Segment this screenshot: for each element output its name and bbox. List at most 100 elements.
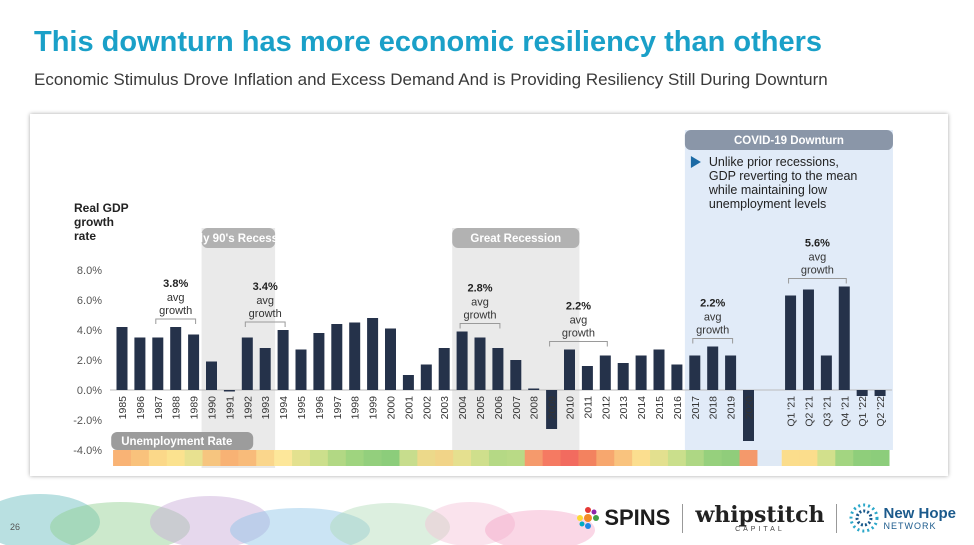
x-tick-label: 2009 [547,396,559,420]
gdp-bar [635,355,647,390]
unemployment-cell [596,450,615,466]
spins-logo-text: SPINS [604,505,671,530]
annotation-value: 2.2% [700,298,725,310]
x-tick-label: 1995 [296,396,308,420]
unemployment-cell [506,450,526,466]
annotation-text: avg [570,315,588,327]
unemployment-cell [238,450,257,466]
annotation-value: 3.4% [253,281,278,293]
gdp-bar [599,355,611,390]
x-tick-label: 2014 [636,396,648,420]
gdp-bar [188,334,200,390]
shaded-period-header [452,228,580,248]
gdp-bar [438,348,450,390]
page-subtitle: Economic Stimulus Drove Inflation and Ex… [34,70,828,89]
unemployment-cell [542,450,562,466]
y-tick-label: 4.0% [77,325,102,337]
y-tick-label: -2.0% [73,415,102,427]
logo-bar: SPINS whipstitch CAPITAL New Hope NETWOR… [576,500,956,536]
annotation-bracket [788,278,847,284]
gdp-bar [838,286,850,390]
unemployment-cell [363,450,383,466]
x-tick-label: Q2 '22 [875,396,887,427]
gdp-bar [223,390,235,392]
gdp-bar [295,349,307,390]
unemployment-cell [488,450,508,466]
annotation-bracket [549,341,608,347]
x-tick-label: Q1 '22 [857,396,869,427]
unemployment-cell [871,450,890,466]
x-tick-label: 2012 [600,396,612,420]
annotation-text: avg [167,292,185,304]
x-tick-label: 1986 [135,396,147,420]
note-arrow-icon [690,156,701,168]
gdp-bar [874,390,886,396]
covid-note-line: unemployment levels [709,197,826,211]
shaded-period [452,228,580,450]
gdp-bar [785,295,797,390]
newhope-logo: New Hope NETWORK [849,503,956,533]
x-tick-label: Q4 '21 [839,396,851,427]
x-tick-label: 2004 [457,396,469,420]
x-tick-label: 2013 [618,396,630,420]
annotation-text: growth [801,265,834,277]
unemployment-cell [524,450,544,466]
unemployment-cell [667,450,687,466]
unemployment-cell [220,450,239,466]
gdp-bar [420,364,432,390]
annotation-text: avg [704,312,722,324]
shaded-period-label: Great Recession [470,233,561,245]
gdp-bar [707,346,719,390]
x-tick-label: 1992 [242,396,254,420]
unemployment-cell [853,450,872,466]
unemployment-cell [166,450,186,466]
gdp-bar [385,328,396,390]
unemployment-label: Unemployment Rate [121,436,232,448]
unemployment-cell [781,450,801,466]
unemployment-cell [739,450,758,466]
covid-note-line: GDP reverting to the mean [709,169,858,183]
gdp-bar [116,327,128,390]
y-tick-label: -4.0% [73,445,102,457]
x-tick-label: 2003 [439,396,451,420]
shaded-period-header [201,228,276,248]
annotation-value: 3.8% [163,278,188,290]
covid-note-line: Unlike prior recessions, [709,155,839,169]
gdp-bar [820,355,832,390]
gdp-bar [349,322,361,390]
unemployment-cell [381,450,400,466]
x-tick-label: 1987 [153,396,165,420]
unemployment-cell [256,450,275,466]
x-tick-label: 2017 [690,396,702,420]
y-tick-label: 0.0% [77,385,102,397]
x-tick-label: 2020 [744,396,756,420]
whipstitch-logo: whipstitch CAPITAL [682,501,838,533]
unemployment-cell [560,450,579,466]
unemployment-cell [614,450,633,466]
gdp-bar [546,390,558,429]
whipstitch-logo-text: whipstitch [695,501,825,528]
y-axis-label: Real GDP [74,201,129,215]
gdp-bar [152,337,164,390]
y-axis-label: rate [74,229,96,243]
gdp-bar [617,363,629,390]
unemployment-cell [184,450,204,466]
newhope-logo-text: New Hope [883,504,956,522]
spins-logo: SPINS [576,505,670,531]
x-tick-label: 2018 [708,396,720,420]
y-tick-label: 8.0% [77,265,102,277]
unemployment-cell [292,450,311,466]
gdp-bar [313,333,325,390]
x-tick-label: 1996 [314,396,326,420]
chart-panel: Early 90's Recession Great Recession COVID… [30,114,948,476]
x-tick-label: 1989 [189,396,201,420]
x-tick-label: 1994 [278,396,290,420]
gdp-bar [277,330,289,390]
unemployment-cell [721,450,741,466]
unemployment-cell [799,450,818,466]
gdp-bar [402,375,414,390]
x-tick-label: 2002 [421,396,433,420]
unemployment-cell [435,450,454,466]
x-tick-label: Q2 '21 [803,396,815,427]
shaded-period [684,130,893,450]
